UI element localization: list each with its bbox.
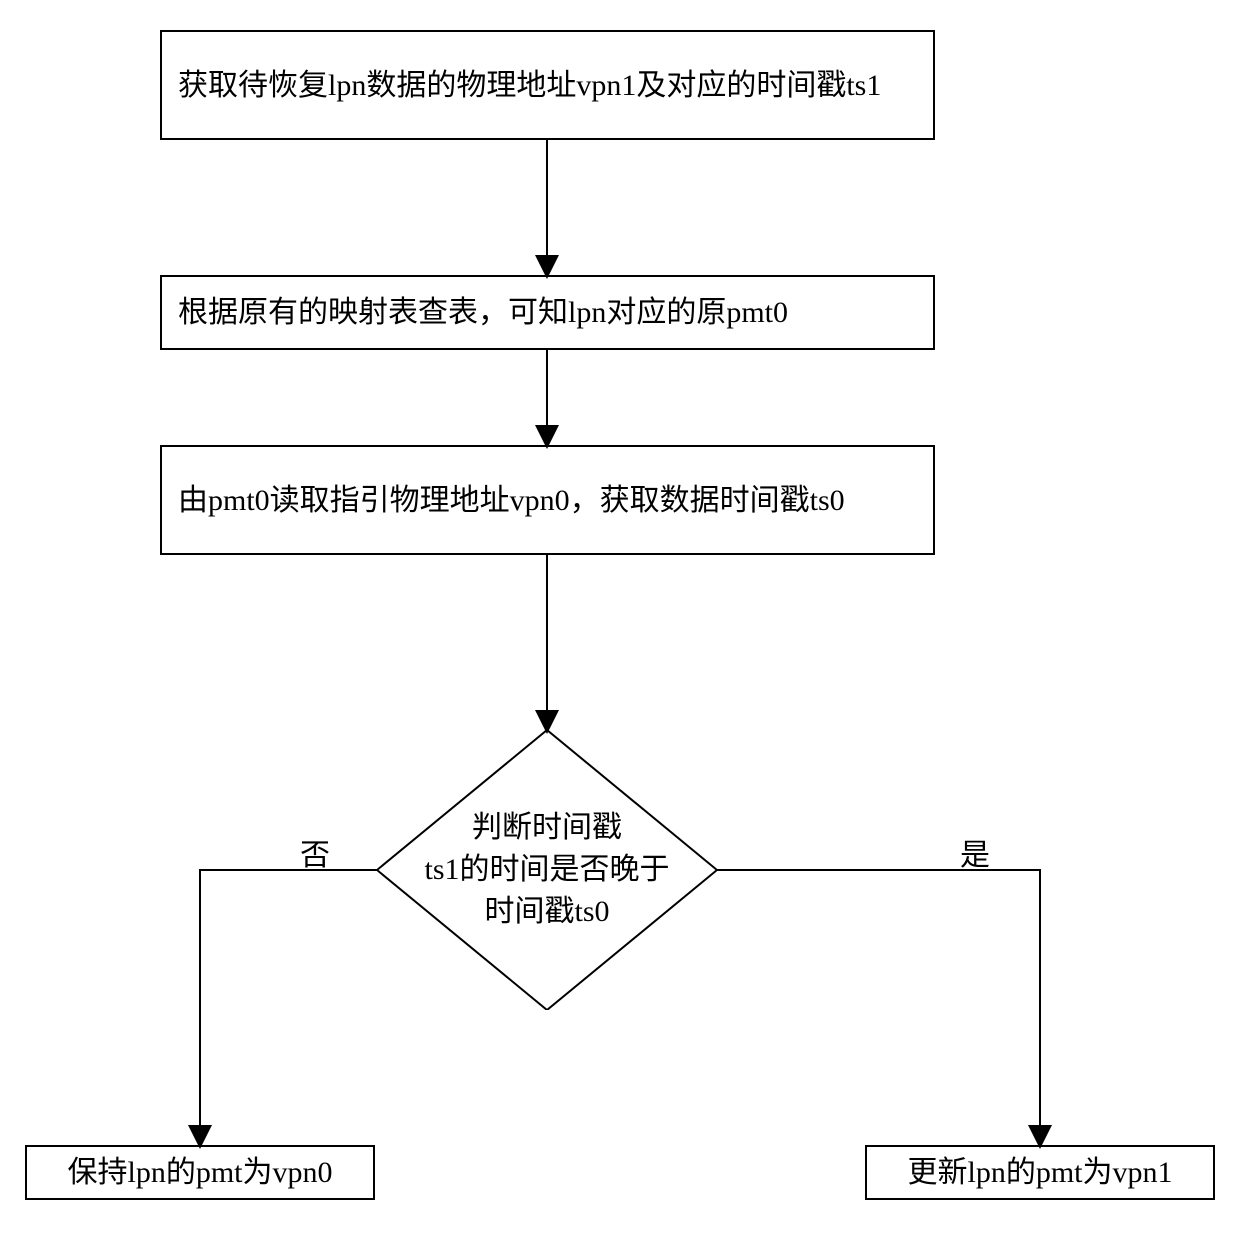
process-step-2: 根据原有的映射表查表，可知lpn对应的原pmt0 (160, 275, 935, 350)
result-yes-text: 更新lpn的pmt为vpn1 (907, 1150, 1172, 1195)
result-yes-box: 更新lpn的pmt为vpn1 (865, 1145, 1215, 1200)
result-no-box: 保持lpn的pmt为vpn0 (25, 1145, 375, 1200)
label-yes: 是 (960, 830, 990, 874)
process-step-3: 由pmt0读取指引物理地址vpn0，获取数据时间戳ts0 (160, 445, 935, 555)
decision-node: 判断时间戳 ts1的时间是否晚于 时间戳ts0 (377, 730, 717, 1010)
process-step-1: 获取待恢复lpn数据的物理地址vpn1及对应的时间戳ts1 (160, 30, 935, 140)
decision-line-3: 时间戳ts0 (417, 891, 677, 933)
process-step-1-text: 获取待恢复lpn数据的物理地址vpn1及对应的时间戳ts1 (178, 63, 881, 108)
flowchart-container: 获取待恢复lpn数据的物理地址vpn1及对应的时间戳ts1 根据原有的映射表查表… (0, 0, 1240, 1235)
process-step-3-text: 由pmt0读取指引物理地址vpn0，获取数据时间戳ts0 (178, 478, 845, 523)
decision-line-2: ts1的时间是否晚于 (417, 849, 677, 891)
label-no: 否 (300, 830, 330, 874)
result-no-text: 保持lpn的pmt为vpn0 (67, 1150, 332, 1195)
decision-text: 判断时间戳 ts1的时间是否晚于 时间戳ts0 (417, 807, 677, 933)
process-step-2-text: 根据原有的映射表查表，可知lpn对应的原pmt0 (178, 290, 788, 335)
edges-svg (0, 0, 1240, 1235)
decision-line-1: 判断时间戳 (417, 807, 677, 849)
